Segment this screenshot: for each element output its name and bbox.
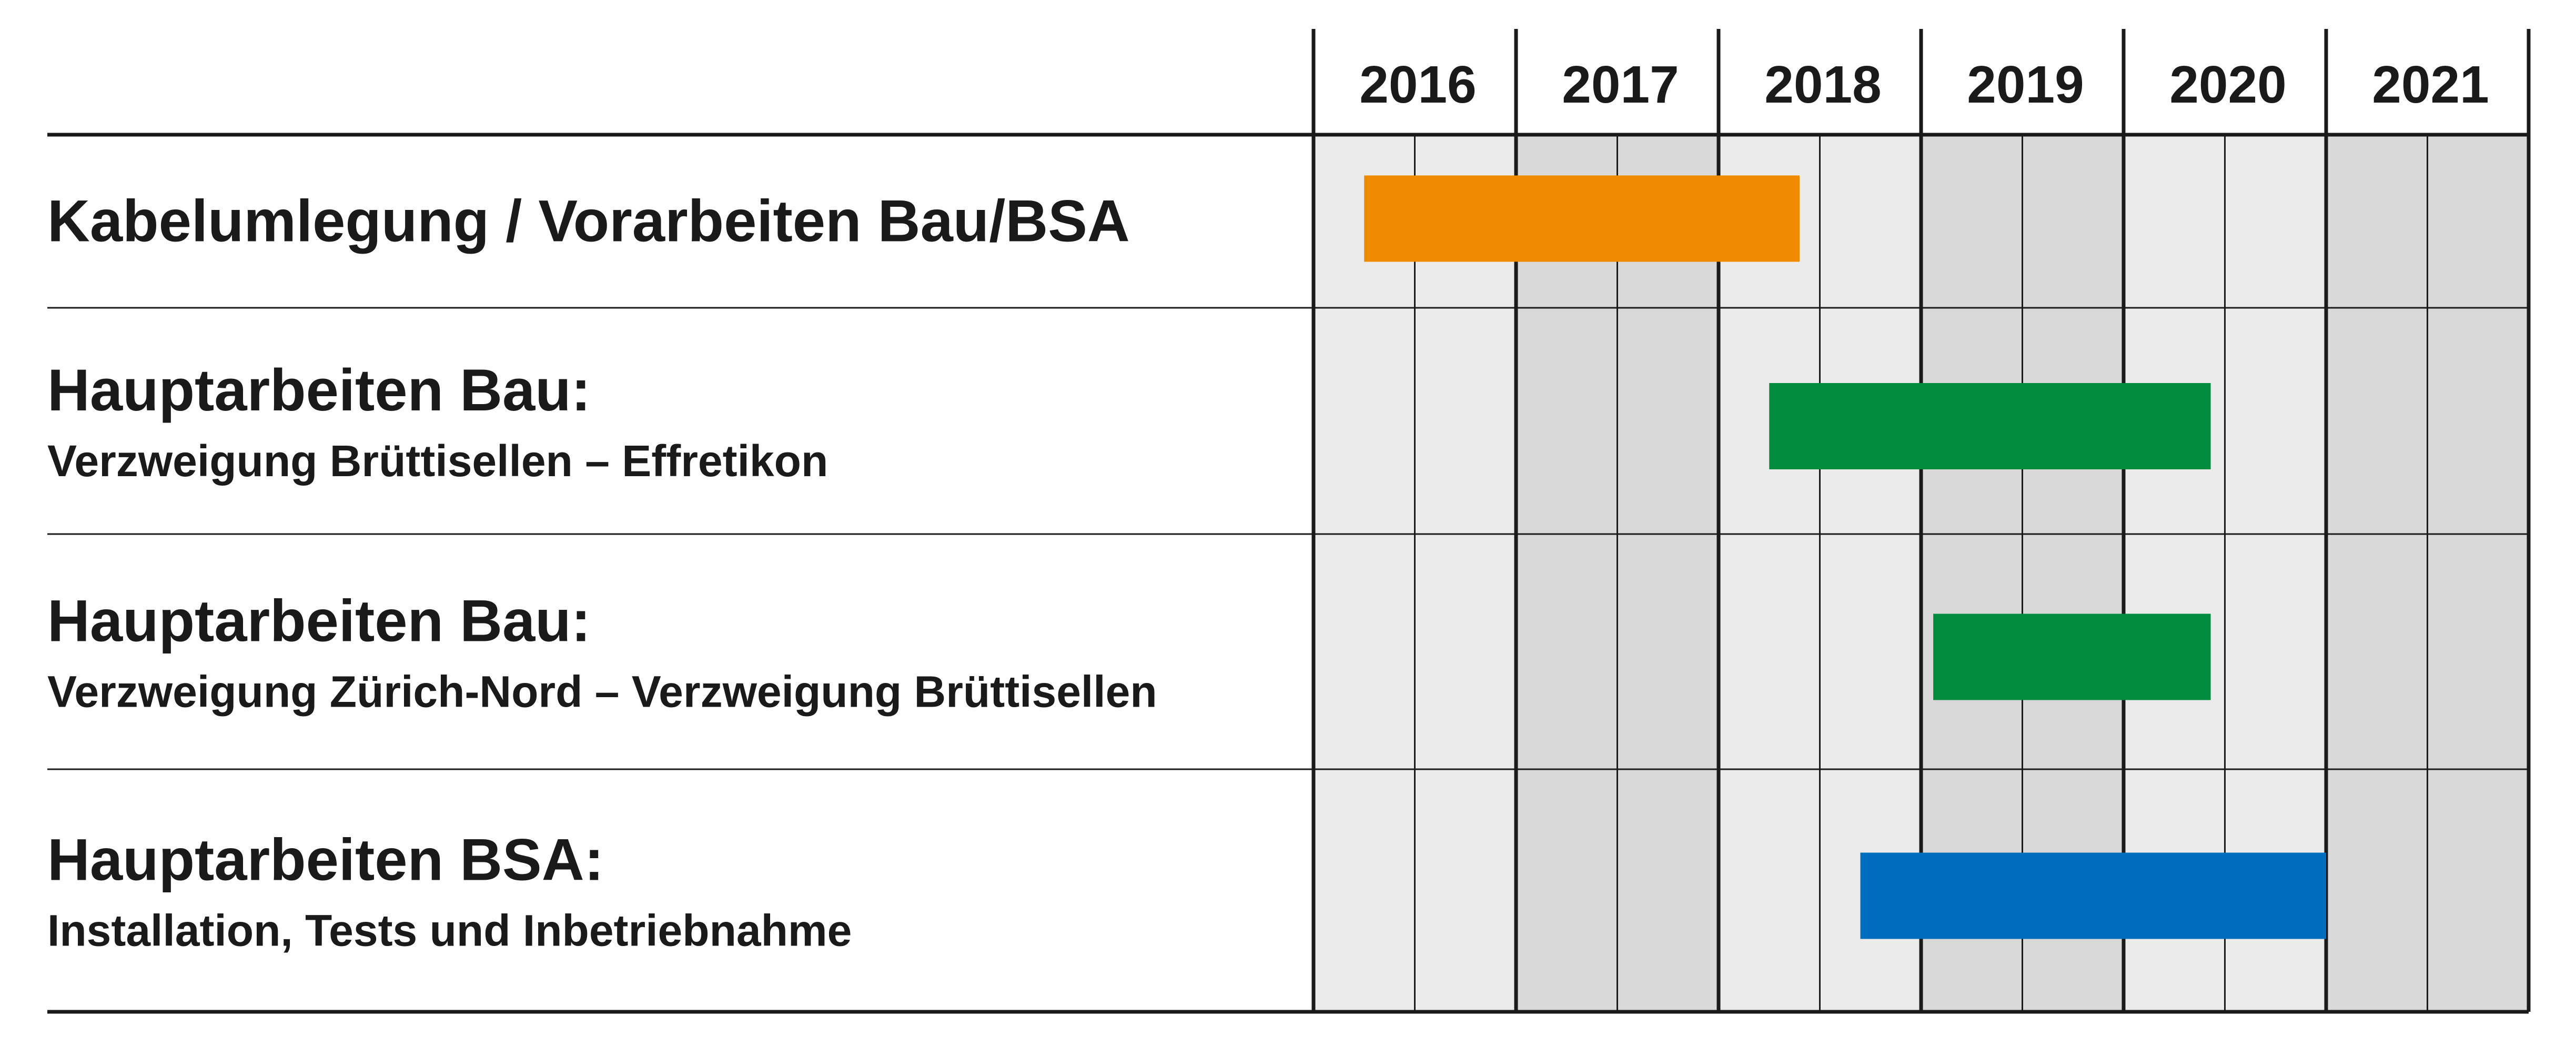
task-bar-2 <box>1769 383 2211 469</box>
task-subtitle-4: Installation, Tests und Inbetriebnahme <box>47 906 852 956</box>
task-bar-layer <box>1364 175 2326 939</box>
task-bar-4 <box>1860 852 2326 939</box>
label-layer: 2016 2017 2018 2019 2020 2021 Kabelumlegung / … <box>47 55 2489 956</box>
task-bar-1 <box>1364 175 1800 262</box>
task-title-2: Hauptarbeiten Bau: <box>47 357 591 423</box>
task-title-4: Hauptarbeiten BSA: <box>47 827 604 893</box>
year-label-2021: 2021 <box>2372 55 2489 114</box>
task-title-1: Kabelumlegung / Vorarbeiten Bau/BSA <box>47 188 1130 254</box>
year-label-2019: 2019 <box>1967 55 2084 114</box>
year-label-2017: 2017 <box>1562 55 1679 114</box>
task-subtitle-2: Verzweigung Brüttisellen – Effretikon <box>47 436 828 486</box>
task-title-3: Hauptarbeiten Bau: <box>47 588 591 654</box>
year-label-2018: 2018 <box>1764 55 1881 114</box>
year-label-2016: 2016 <box>1359 55 1476 114</box>
task-subtitle-3: Verzweigung Zürich-Nord – Verzweigung Br… <box>47 667 1157 717</box>
task-bar-3 <box>1933 614 2211 700</box>
year-label-2020: 2020 <box>2169 55 2286 114</box>
